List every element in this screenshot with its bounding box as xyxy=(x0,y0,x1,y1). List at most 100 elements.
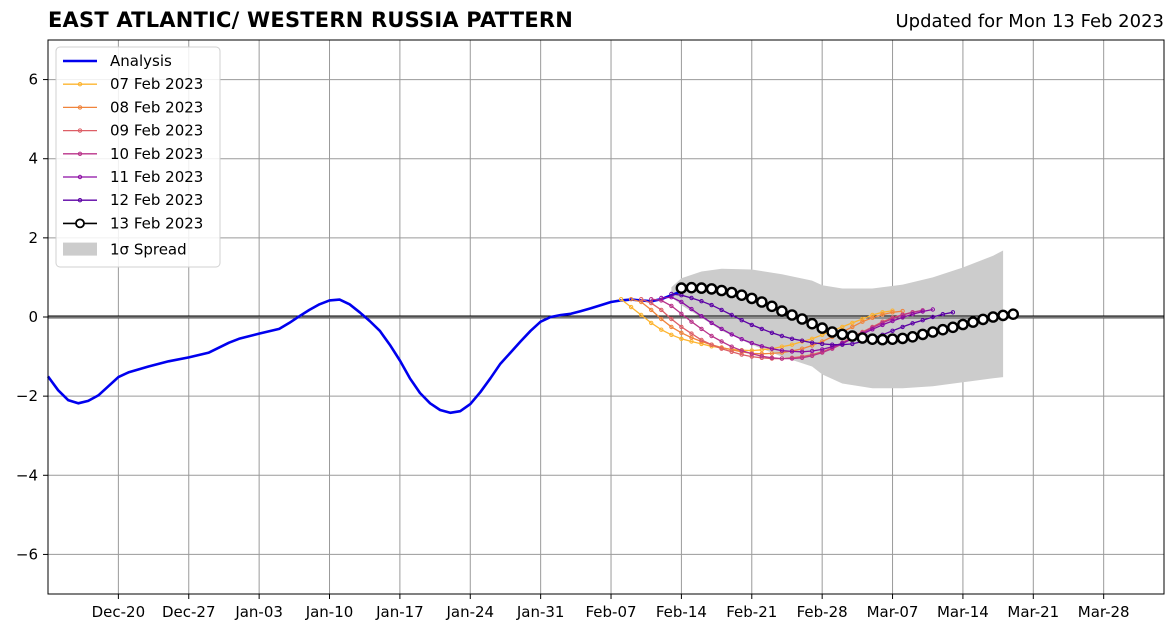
forecast-point xyxy=(789,336,795,341)
forecast-point xyxy=(695,282,708,294)
forecast-point xyxy=(890,318,895,324)
forecast-point xyxy=(689,331,694,336)
forecast-point xyxy=(649,297,654,302)
forecast-point xyxy=(997,309,1009,322)
forecast-point xyxy=(689,319,694,324)
forecast-point xyxy=(776,305,788,317)
forecast-point xyxy=(820,347,825,352)
legend-forecast-marker xyxy=(77,151,83,157)
forecast-point xyxy=(669,303,674,309)
forecast-point xyxy=(679,311,684,316)
forecast-point xyxy=(809,340,815,345)
forecast-point xyxy=(809,348,815,354)
forecast-point xyxy=(659,295,664,301)
forecast-point xyxy=(910,321,915,326)
forecast-point xyxy=(930,307,935,312)
forecast-point xyxy=(719,326,724,332)
forecast-point xyxy=(809,353,815,358)
forecast-point xyxy=(669,316,674,322)
forecast-point xyxy=(937,323,949,336)
x-tick-label: Feb-14 xyxy=(656,603,707,621)
axes: Dec-20 Dec-27 Jan-03 Jan-10 Jan-17 Jan-24 Jan-… xyxy=(16,39,1165,621)
forecast-point xyxy=(786,309,798,321)
forecast-point xyxy=(719,346,724,351)
forecast-point xyxy=(769,355,775,360)
forecast-line-4 xyxy=(661,296,933,353)
forecast-point xyxy=(756,296,768,308)
x-tick-label: Feb-28 xyxy=(797,603,848,621)
forecast-point xyxy=(789,356,795,361)
forecast-point xyxy=(699,326,704,332)
forecast-point xyxy=(689,306,694,312)
forecast-point xyxy=(820,341,825,347)
forecast-point xyxy=(725,286,738,299)
legend-forecast-label: 11 Feb 2023 xyxy=(110,168,203,186)
forecast-point xyxy=(826,326,839,338)
forecast-point xyxy=(719,307,724,313)
legend-forecast-label: 12 Feb 2023 xyxy=(110,191,203,209)
forecast-point xyxy=(739,337,744,342)
forecast-point xyxy=(920,309,925,314)
analysis-line xyxy=(46,290,682,415)
forecast-point xyxy=(639,312,644,318)
forecast-point xyxy=(809,343,815,348)
forecast-point xyxy=(987,311,999,323)
x-tick-label: Dec-20 xyxy=(92,603,146,621)
forecast-point xyxy=(699,314,704,319)
forecast-point xyxy=(669,291,674,297)
y-tick-label: 0 xyxy=(28,308,38,326)
forecast-point xyxy=(739,348,744,353)
x-tick-label: Feb-07 xyxy=(585,603,636,621)
x-tick-label: Mar-21 xyxy=(1007,603,1059,621)
legend-forecast-marker xyxy=(77,198,83,203)
forecast-point xyxy=(689,335,694,340)
x-tick-label: Jan-24 xyxy=(445,603,494,621)
forecast-point xyxy=(866,333,879,346)
forecast-point xyxy=(719,339,724,344)
forecast-point xyxy=(1007,308,1020,321)
legend-forecast-marker xyxy=(77,105,83,110)
legend-forecast-marker xyxy=(77,174,83,180)
forecast-point xyxy=(679,336,684,341)
legend-analysis-label: Analysis xyxy=(110,52,172,70)
forecast-point xyxy=(659,298,664,303)
forecast-point xyxy=(759,326,764,332)
forecast-point xyxy=(890,310,895,315)
forecast-point xyxy=(927,326,939,338)
forecast-point xyxy=(820,339,825,344)
forecast-point xyxy=(799,355,805,360)
forecast-point xyxy=(649,320,654,326)
forecast-point xyxy=(649,307,654,313)
forecast-point xyxy=(659,327,664,332)
forecast-point xyxy=(930,314,935,320)
forecast-point xyxy=(675,282,688,294)
forecast-point xyxy=(940,312,945,317)
forecast-point xyxy=(729,332,734,337)
forecast-point xyxy=(789,342,795,347)
forecast-point xyxy=(779,344,785,349)
y-tick-label: 2 xyxy=(28,229,38,247)
forecast-point xyxy=(886,333,899,346)
forecast-point xyxy=(749,354,754,359)
forecast-point xyxy=(947,321,959,334)
forecast-point xyxy=(840,324,845,330)
forecast-point xyxy=(685,281,698,294)
forecast-point xyxy=(806,317,818,330)
forecast-point xyxy=(659,307,664,313)
forecast-point xyxy=(669,332,674,337)
forecast-point xyxy=(916,328,929,341)
x-tick-label: Mar-07 xyxy=(867,603,919,621)
forecast-point xyxy=(799,349,805,354)
forecast-point xyxy=(890,328,895,333)
forecast-line-1 xyxy=(630,298,903,355)
y-tick-label: −4 xyxy=(16,466,38,484)
legend-forecast-label: 13 Feb 2023 xyxy=(110,214,203,232)
forecast-point xyxy=(856,332,869,344)
forecast-point xyxy=(699,299,704,304)
forecast-point xyxy=(759,344,764,349)
forecast-point xyxy=(769,346,775,351)
forecast-point xyxy=(880,312,885,317)
forecast-point xyxy=(729,349,734,354)
series-lines xyxy=(46,281,1020,415)
x-tick-label: Mar-28 xyxy=(1078,603,1130,621)
